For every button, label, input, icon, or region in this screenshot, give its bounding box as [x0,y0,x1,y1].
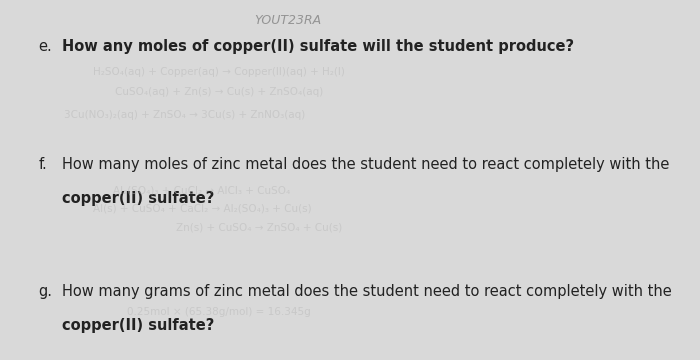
Text: H₂SO₄(aq) + Copper(aq) → Copper(II)(aq) + H₂(l): H₂SO₄(aq) + Copper(aq) → Copper(II)(aq) … [93,67,345,77]
Text: f.: f. [38,157,48,172]
Text: copper(II) sulfate?: copper(II) sulfate? [62,318,214,333]
Text: g.: g. [38,284,52,298]
Text: How many moles of zinc metal does the student need to react completely with the: How many moles of zinc metal does the st… [62,157,669,172]
Text: How any moles of copper(II) sulfate will the student produce?: How any moles of copper(II) sulfate will… [62,39,574,54]
Text: CuSO₄(aq) + Zn(s) → Cu(s) + ZnSO₄(aq): CuSO₄(aq) + Zn(s) → Cu(s) + ZnSO₄(aq) [115,87,323,97]
Text: YOUT23RA: YOUT23RA [254,14,321,27]
Text: How many grams of zinc metal does the student need to react completely with the: How many grams of zinc metal does the st… [62,284,671,298]
Text: 3Cu(NO₃)₂(aq) + ZnSO₄ → 3Cu(s) + ZnNO₃(aq): 3Cu(NO₃)₂(aq) + ZnSO₄ → 3Cu(s) + ZnNO₃(a… [64,111,305,120]
Text: Al(s) + CuSO₄ + CaCl₂ → Al₂(SO₄)₃ + Cu(s): Al(s) + CuSO₄ + CaCl₂ → Al₂(SO₄)₃ + Cu(s… [92,203,312,213]
Text: Zn(s) + CuSO₄ → ZnSO₄ + Cu(s): Zn(s) + CuSO₄ → ZnSO₄ + Cu(s) [176,223,342,233]
Text: 0.25mol × (65.38g/mol) = 16.345g: 0.25mol × (65.38g/mol) = 16.345g [127,307,311,317]
Text: copper(II) sulfate?: copper(II) sulfate? [62,191,214,206]
Text: e.: e. [38,39,52,54]
Text: Al₂(SO₄)₃ + CuCl₂ → AlCl₃ + CuSO₄: Al₂(SO₄)₃ + CuCl₂ → AlCl₃ + CuSO₄ [113,185,290,195]
